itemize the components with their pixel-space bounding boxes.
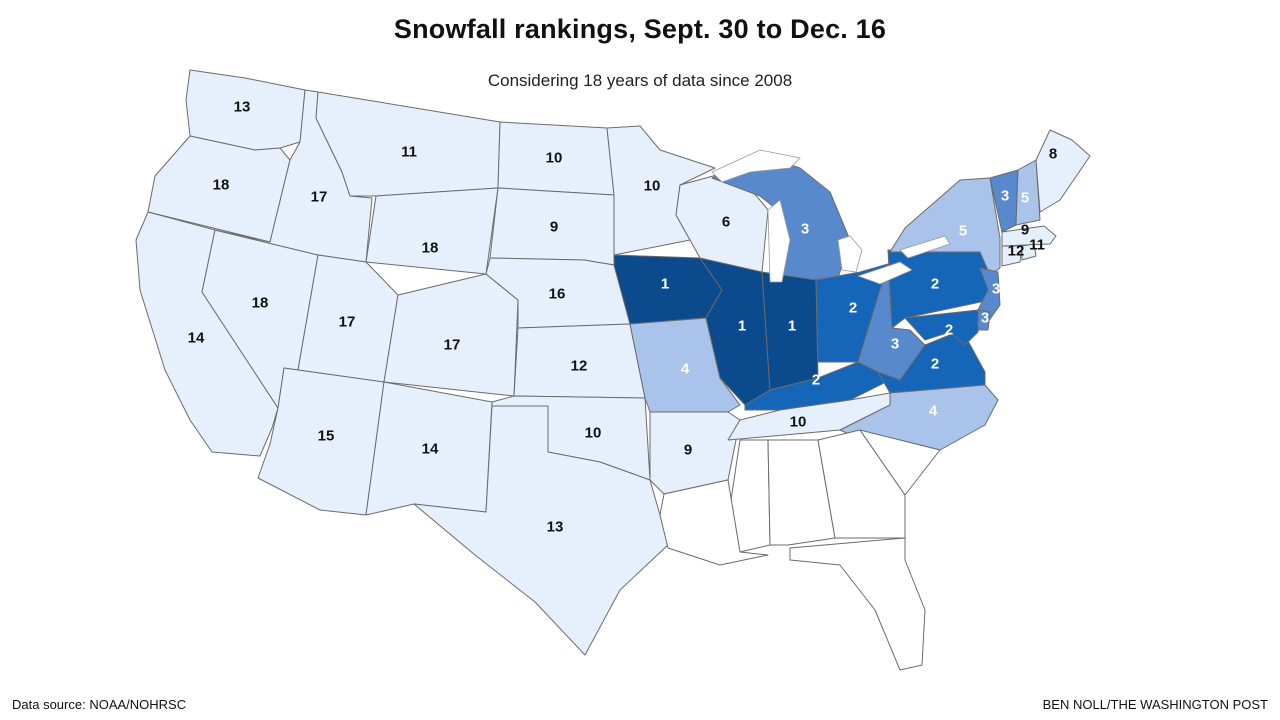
rank-label-ar: 9 [684, 442, 692, 459]
rank-label-ca: 14 [188, 330, 205, 347]
credit-line: BEN NOLL/THE WASHINGTON POST [1042, 697, 1268, 712]
state-me [1035, 129, 1091, 213]
rank-label-ky: 2 [812, 372, 820, 389]
lake-shape [899, 235, 951, 259]
state-ri [1021, 243, 1037, 261]
rank-label-or: 18 [213, 177, 230, 194]
rank-label-ne: 16 [549, 286, 566, 303]
rank-label-va: 2 [931, 356, 939, 373]
rank-label-pa: 2 [931, 276, 939, 293]
state-fl [789, 537, 926, 671]
rank-label-nc: 4 [929, 403, 938, 420]
rank-label-nv: 18 [252, 295, 269, 312]
rank-label-wy: 18 [422, 240, 439, 257]
rank-label-ks: 12 [571, 358, 588, 375]
map-subtitle: Considering 18 years of data since 2008 [487, 71, 793, 90]
state-la [659, 479, 769, 566]
rank-label-md: 2 [945, 322, 953, 339]
state-shapes [135, 69, 1091, 671]
state-ma [1001, 225, 1057, 247]
lake-shape [856, 261, 913, 285]
rank-label-mt: 11 [401, 144, 417, 161]
state-nh [1015, 159, 1041, 226]
rank-label-ut: 17 [339, 314, 356, 331]
rank-label-ok: 10 [585, 425, 602, 442]
rank-label-oh: 2 [849, 300, 857, 317]
rank-label-il: 1 [738, 318, 746, 335]
state-ky [744, 361, 891, 411]
state-ga [817, 429, 906, 539]
great-lakes [711, 149, 951, 285]
rank-label-tx: 13 [547, 519, 564, 536]
rank-label-wa: 13 [234, 99, 251, 116]
rank-label-tn: 10 [790, 414, 807, 431]
rank-label-in: 1 [788, 318, 796, 335]
rank-label-nm: 14 [422, 441, 439, 458]
state-md [904, 309, 979, 346]
rank-label-ny: 5 [959, 223, 967, 240]
rank-label-co: 17 [444, 337, 461, 354]
rank-label-nj: 3 [992, 281, 1000, 298]
rank-label-ri: 11 [1029, 237, 1045, 254]
rank-label-de: 3 [981, 310, 989, 327]
data-source: Data source: NOAA/NOHRSC [12, 697, 187, 712]
state-co [383, 273, 519, 397]
rank-label-nd: 10 [546, 150, 563, 167]
rank-label-mn: 10 [644, 178, 661, 195]
rank-label-ct: 12 [1008, 243, 1025, 260]
lake-shape [837, 235, 863, 273]
rank-label-wi: 6 [722, 214, 730, 231]
map-title: Snowfall rankings, Sept. 30 to Dec. 16 [393, 14, 887, 44]
lake-shape [711, 149, 801, 183]
rank-label-az: 15 [318, 428, 335, 445]
state-sc [859, 429, 941, 496]
rank-label-ia: 1 [661, 276, 669, 293]
rank-label-ma: 9 [1021, 222, 1029, 239]
rank-label-me: 8 [1049, 146, 1057, 163]
state-wy [365, 187, 499, 275]
state-al [767, 439, 836, 546]
rank-label-sd: 9 [550, 219, 558, 236]
state-tx [413, 405, 669, 656]
rank-label-vt: 3 [1001, 188, 1009, 205]
rank-label-id: 17 [311, 189, 328, 206]
rank-label-mi: 3 [801, 221, 809, 238]
lake-shape [767, 199, 791, 283]
rank-label-wv: 3 [891, 336, 899, 353]
rank-label-nh: 5 [1021, 190, 1029, 207]
rank-label-mo: 4 [681, 361, 690, 378]
state-ct [1001, 245, 1023, 267]
